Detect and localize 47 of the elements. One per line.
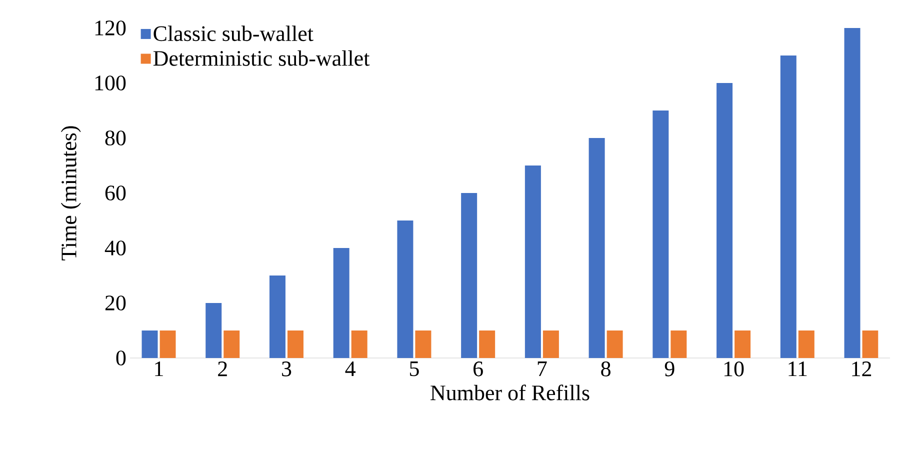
bar [333, 248, 350, 358]
bar [606, 330, 623, 358]
bar [716, 82, 733, 358]
x-axis-title: Number of Refills [430, 384, 590, 400]
legend-label: Deterministic sub-wallet [153, 50, 370, 66]
bar [652, 110, 669, 358]
x-tick-label: 6 [474, 362, 483, 376]
x-tick-label: 9 [664, 362, 674, 376]
bar [780, 55, 796, 358]
y-tick-label: 80 [105, 130, 126, 146]
bar [206, 303, 222, 358]
bar [287, 330, 304, 358]
bar [397, 220, 414, 358]
bar [798, 330, 814, 358]
x-tick-label: 11 [788, 362, 807, 376]
bar [862, 330, 878, 358]
bar [351, 330, 368, 358]
bar [160, 330, 176, 358]
x-tick-label: 8 [601, 362, 610, 376]
y-tick-label: 60 [105, 186, 126, 200]
y-axis-title: Time (minutes) [60, 126, 81, 260]
x-tick-label: 7 [538, 362, 547, 376]
x-tick-label: 4 [345, 362, 356, 376]
x-tick-label: 10 [724, 362, 744, 376]
x-tick-label: 1 [155, 362, 163, 376]
bar [269, 275, 286, 358]
bar [524, 165, 541, 358]
bar [479, 330, 496, 358]
bar [224, 330, 240, 358]
bar [844, 28, 860, 358]
y-tick-label: 0 [116, 350, 126, 366]
bar [588, 138, 605, 358]
legend-label: Classic sub-wallet [154, 26, 314, 42]
x-tick-label: 5 [410, 362, 419, 376]
bar [670, 330, 687, 358]
x-tick-label: 3 [282, 362, 292, 376]
y-tick-label: 40 [104, 240, 126, 256]
y-tick-label: 120 [95, 20, 126, 36]
bar [734, 330, 751, 358]
x-tick-label: 2 [218, 362, 227, 376]
y-tick-label: 20 [105, 296, 126, 310]
bar [461, 193, 478, 358]
bar [415, 330, 432, 358]
x-tick-label: 12 [852, 362, 872, 376]
y-tick-label: 100 [95, 76, 126, 90]
bar [142, 330, 158, 358]
bar [542, 330, 559, 358]
